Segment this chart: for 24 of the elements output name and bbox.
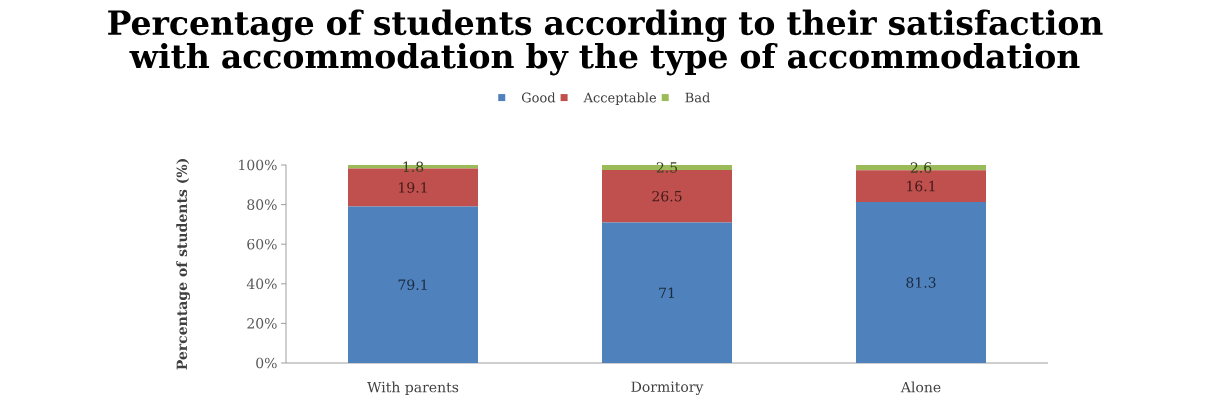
- data-label: 71: [659, 287, 674, 298]
- data-label: 16.1: [907, 180, 935, 192]
- y-tick-label: 40%: [246, 278, 277, 290]
- y-tick-label: 60%: [247, 238, 277, 250]
- legend-label: Good: [521, 92, 556, 103]
- y-tick-label: 80%: [247, 199, 277, 210]
- data-label: 79.1: [398, 279, 427, 290]
- data-label: 26.5: [652, 190, 682, 202]
- data-label: 81.3: [906, 277, 936, 288]
- bar: [348, 206, 478, 363]
- y-axis-title: Percentage of students (%): [176, 159, 190, 370]
- legend-label: Bad: [685, 92, 710, 103]
- legend-label: Acceptable: [583, 92, 657, 105]
- data-label: 2.6: [910, 162, 932, 173]
- y-tick-label: 20%: [247, 318, 277, 329]
- x-tick-label: With parents: [367, 381, 459, 396]
- data-label: 19.1: [399, 182, 427, 193]
- bar: [602, 222, 733, 363]
- x-tick-label: Alone: [900, 381, 941, 393]
- bar: [856, 202, 987, 363]
- chart-title: Percentage of students according to their satisfaction with accommodation by the type of accommodation: [108, 9, 1103, 76]
- x-tick-label: Dormitory: [631, 381, 704, 395]
- y-tick-label: 100%: [239, 159, 277, 171]
- y-tick-label: 0%: [256, 357, 277, 369]
